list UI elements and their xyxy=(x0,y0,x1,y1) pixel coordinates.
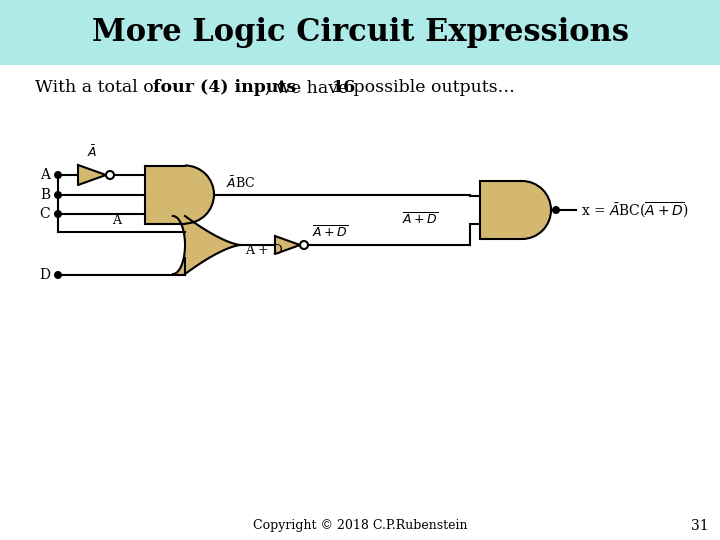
Polygon shape xyxy=(145,165,185,224)
Text: A: A xyxy=(40,168,50,182)
Text: Copyright © 2018 C.P.Rubenstein: Copyright © 2018 C.P.Rubenstein xyxy=(253,519,467,532)
Circle shape xyxy=(54,271,62,279)
Polygon shape xyxy=(275,236,300,254)
Circle shape xyxy=(552,206,560,214)
Text: four (4) inputs: four (4) inputs xyxy=(153,79,296,97)
Text: A + D: A + D xyxy=(245,244,283,256)
Text: 31: 31 xyxy=(691,519,708,533)
Text: possible outputs…: possible outputs… xyxy=(348,79,515,97)
Text: A: A xyxy=(112,214,121,227)
Text: D: D xyxy=(39,268,50,282)
Text: 16: 16 xyxy=(332,79,356,97)
Text: $\bar{A}$: $\bar{A}$ xyxy=(87,145,97,160)
Text: B: B xyxy=(40,188,50,202)
Polygon shape xyxy=(185,165,214,224)
FancyBboxPatch shape xyxy=(0,0,720,65)
Text: With a total of: With a total of xyxy=(35,79,166,97)
Circle shape xyxy=(54,210,62,218)
Text: C: C xyxy=(40,207,50,221)
Circle shape xyxy=(106,171,114,179)
Text: More Logic Circuit Expressions: More Logic Circuit Expressions xyxy=(91,17,629,48)
Circle shape xyxy=(54,171,62,179)
Circle shape xyxy=(300,241,308,249)
Text: $\overline{A+D}$: $\overline{A+D}$ xyxy=(312,225,348,240)
Text: , we have: , we have xyxy=(265,79,354,97)
Polygon shape xyxy=(173,216,240,274)
Text: $\overline{A+D}$: $\overline{A+D}$ xyxy=(402,212,438,228)
Polygon shape xyxy=(480,181,522,239)
Text: $\bar{A}$BC: $\bar{A}$BC xyxy=(226,175,256,191)
Polygon shape xyxy=(78,165,106,185)
Text: x = $\bar{A}$BC($\overline{A+D}$): x = $\bar{A}$BC($\overline{A+D}$) xyxy=(581,200,688,220)
Circle shape xyxy=(54,191,62,199)
Polygon shape xyxy=(522,181,551,239)
